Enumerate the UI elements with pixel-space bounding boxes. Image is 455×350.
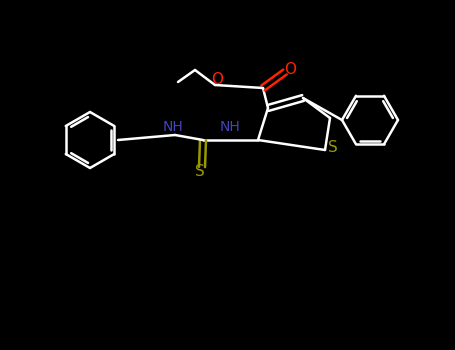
Text: O: O	[211, 72, 223, 88]
Text: NH: NH	[220, 120, 240, 134]
Text: S: S	[195, 163, 205, 178]
Text: S: S	[328, 140, 338, 155]
Text: O: O	[284, 62, 296, 77]
Text: NH: NH	[162, 120, 183, 134]
